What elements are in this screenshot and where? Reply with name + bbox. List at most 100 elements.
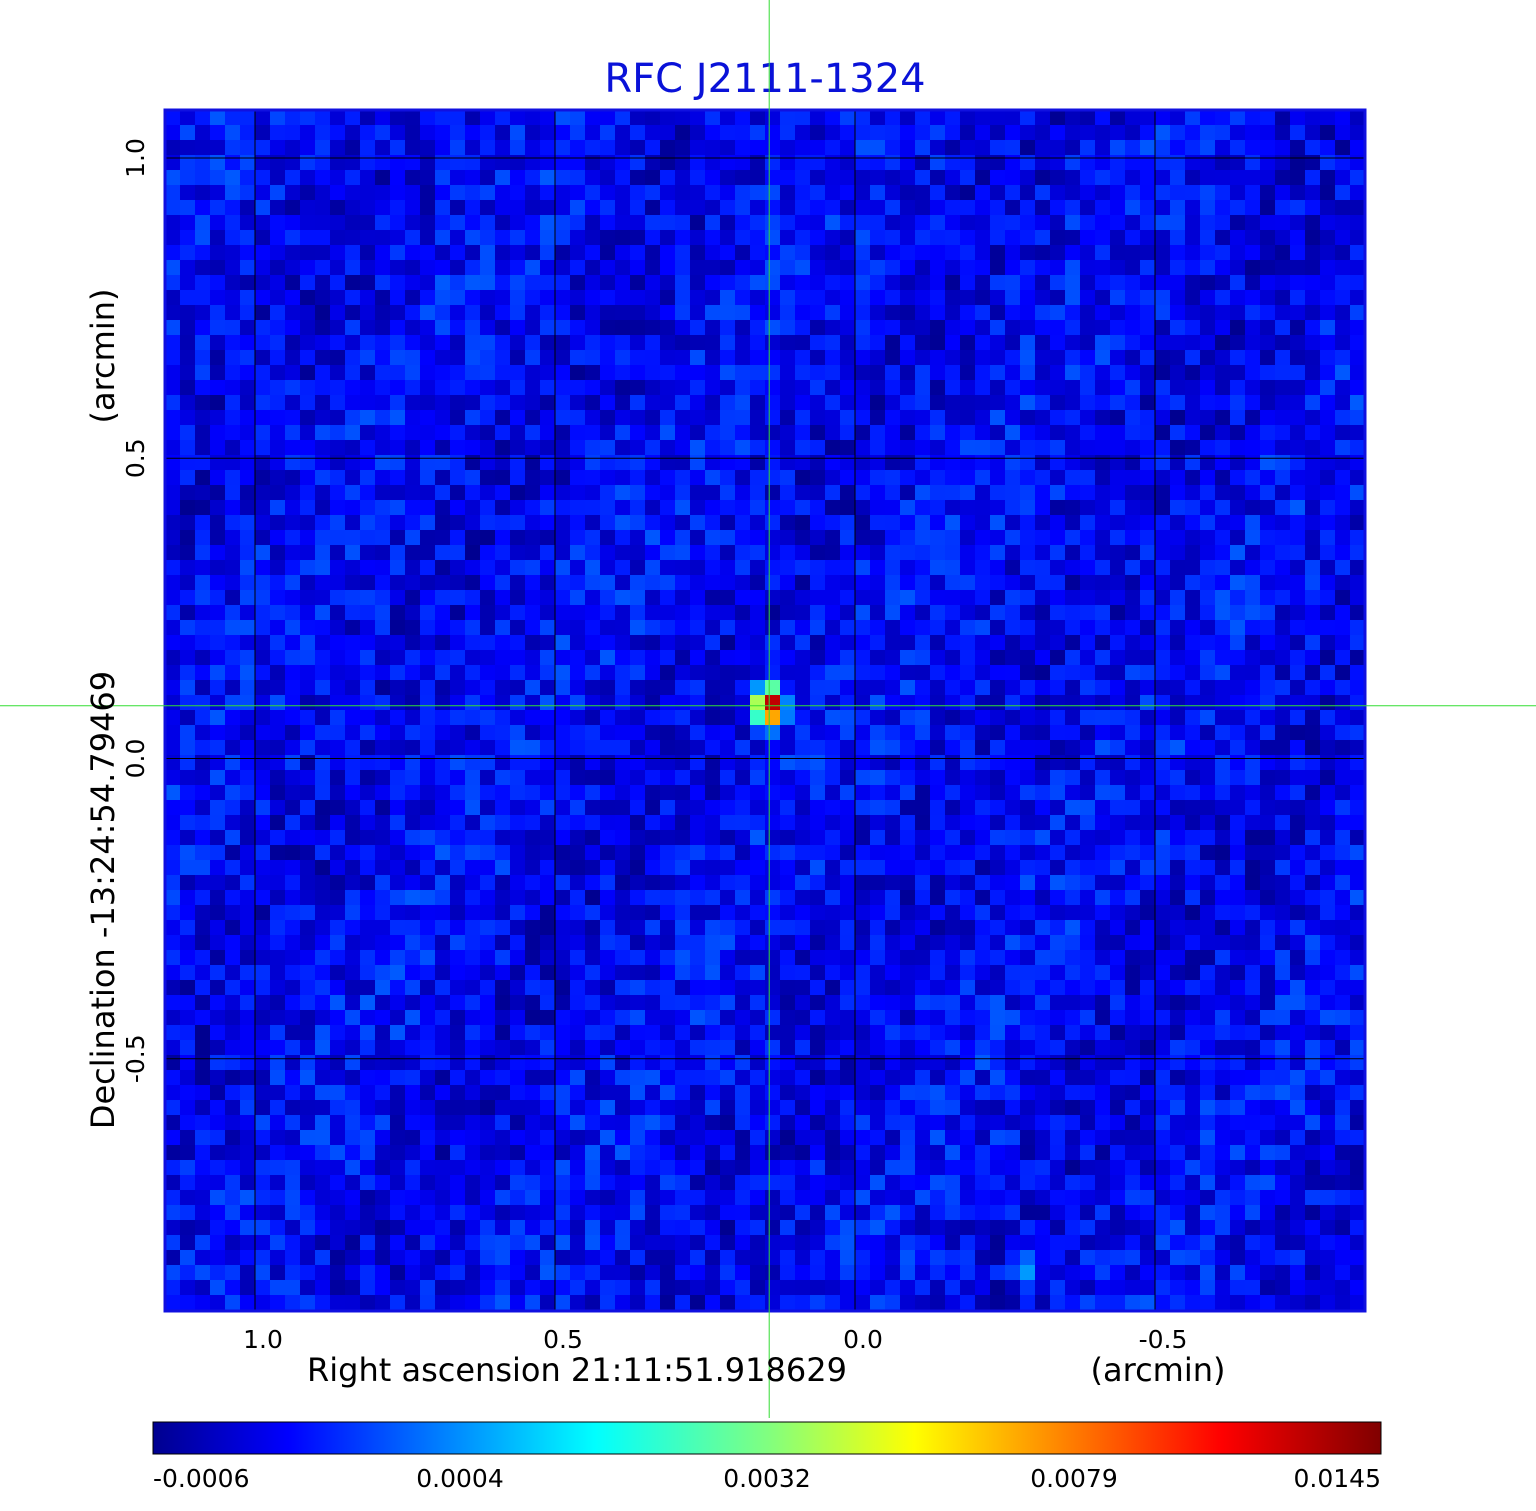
heatmap-cell <box>390 320 406 336</box>
heatmap-cell <box>945 635 961 651</box>
heatmap-cell <box>480 755 496 771</box>
heatmap-cell <box>1050 185 1066 201</box>
heatmap-cell <box>480 410 496 426</box>
heatmap-cell <box>810 275 826 291</box>
heatmap-cell <box>450 605 466 621</box>
heatmap-cell <box>240 515 256 531</box>
heatmap-cell <box>990 170 1006 186</box>
heatmap-cell <box>1155 905 1171 921</box>
heatmap-cell <box>420 725 436 741</box>
heatmap-cell <box>1095 260 1111 276</box>
heatmap-cell <box>990 770 1006 786</box>
heatmap-cell <box>975 950 991 966</box>
heatmap-cell <box>225 335 241 351</box>
heatmap-cell <box>1320 605 1336 621</box>
heatmap-cell <box>1245 1010 1261 1026</box>
heatmap-cell <box>555 110 571 126</box>
heatmap-cell <box>270 545 286 561</box>
heatmap-cell <box>735 620 751 636</box>
heatmap-cell <box>405 410 421 426</box>
heatmap-cell <box>570 110 586 126</box>
heatmap-cell <box>945 875 961 891</box>
heatmap-cell <box>1005 725 1021 741</box>
heatmap-cell <box>180 785 196 801</box>
heatmap-cell <box>450 740 466 756</box>
heatmap-cell <box>195 965 211 981</box>
heatmap-cell <box>345 260 361 276</box>
heatmap-cell <box>930 965 946 981</box>
heatmap-cell <box>645 470 661 486</box>
heatmap-cell <box>555 830 571 846</box>
heatmap-cell <box>525 140 541 156</box>
heatmap-cell <box>1290 710 1306 726</box>
heatmap-cell <box>495 605 511 621</box>
heatmap-cell <box>885 425 901 441</box>
heatmap-cell <box>450 935 466 951</box>
heatmap-cell <box>300 725 316 741</box>
heatmap-cell <box>1050 395 1066 411</box>
heatmap-cell <box>390 530 406 546</box>
heatmap-cell <box>375 800 391 816</box>
heatmap-cell <box>870 995 886 1011</box>
heatmap-cell <box>1170 680 1186 696</box>
heatmap-cell <box>1260 215 1276 231</box>
heatmap-cell <box>375 875 391 891</box>
heatmap-cell <box>240 860 256 876</box>
heatmap-cell <box>1260 185 1276 201</box>
heatmap-cell <box>165 950 181 966</box>
heatmap-cell <box>1050 155 1066 171</box>
heatmap-cell <box>510 710 526 726</box>
heatmap-cell <box>990 650 1006 666</box>
heatmap-cell <box>675 455 691 471</box>
heatmap-cell <box>255 440 271 456</box>
heatmap-cell <box>810 500 826 516</box>
heatmap-cell <box>255 635 271 651</box>
heatmap-cell <box>1065 920 1081 936</box>
heatmap-cell <box>840 470 856 486</box>
heatmap-cell <box>435 350 451 366</box>
heatmap-cell <box>705 485 721 501</box>
heatmap-cell <box>570 440 586 456</box>
heatmap-cell <box>255 110 271 126</box>
heatmap-cell <box>1335 110 1351 126</box>
heatmap-cell <box>645 665 661 681</box>
heatmap-cell <box>165 695 181 711</box>
heatmap-cell <box>330 170 346 186</box>
heatmap-cell <box>735 920 751 936</box>
heatmap-cell <box>240 140 256 156</box>
heatmap-cell <box>930 335 946 351</box>
heatmap-cell <box>450 800 466 816</box>
heatmap-cell <box>270 245 286 261</box>
heatmap-cell <box>465 725 481 741</box>
heatmap-cell <box>1335 815 1351 831</box>
heatmap-cell <box>795 965 811 981</box>
heatmap-cell <box>1155 695 1171 711</box>
heatmap-cell <box>975 695 991 711</box>
heatmap-cell <box>1185 950 1201 966</box>
heatmap-cell <box>990 710 1006 726</box>
heatmap-cell <box>1230 305 1246 321</box>
heatmap-cell <box>255 830 271 846</box>
heatmap-cell <box>360 140 376 156</box>
heatmap-cell <box>1185 200 1201 216</box>
heatmap-cell <box>990 290 1006 306</box>
heatmap-cell <box>1005 275 1021 291</box>
heatmap-cell <box>1155 155 1171 171</box>
heatmap-cell <box>1185 215 1201 231</box>
heatmap-cell <box>1080 290 1096 306</box>
heatmap-cell <box>765 380 781 396</box>
heatmap-cell <box>885 200 901 216</box>
heatmap-cell <box>1320 875 1336 891</box>
heatmap-cell <box>375 545 391 561</box>
heatmap-cell <box>1350 155 1365 171</box>
heatmap-cell <box>480 515 496 531</box>
heatmap-cell <box>795 695 811 711</box>
heatmap-cell <box>945 155 961 171</box>
heatmap-cell <box>1290 740 1306 756</box>
heatmap-cell <box>315 110 331 126</box>
heatmap-cell <box>630 140 646 156</box>
heatmap-cell <box>210 860 226 876</box>
heatmap-cell <box>1020 785 1036 801</box>
heatmap-cell <box>630 1010 646 1026</box>
heatmap-cell <box>330 365 346 381</box>
